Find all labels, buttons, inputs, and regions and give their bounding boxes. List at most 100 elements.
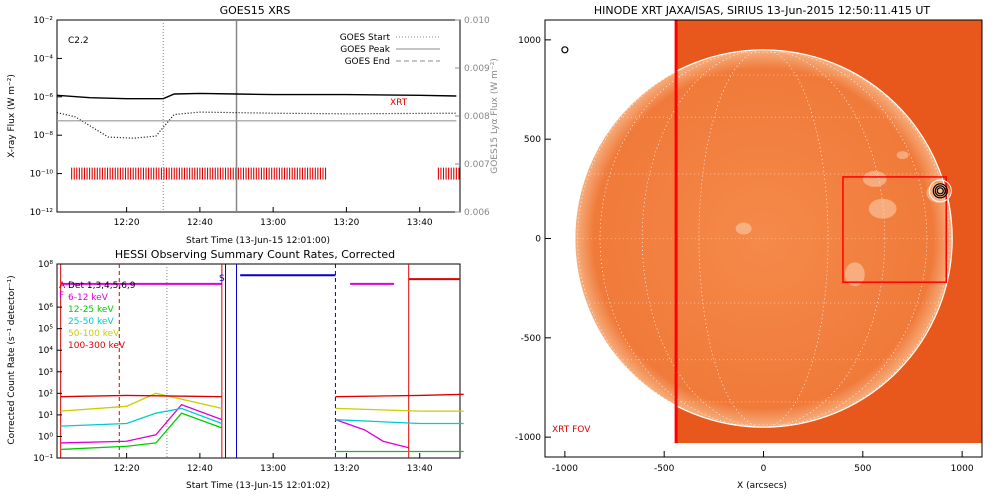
goes-xlabel: Start Time (13-Jun-15 12:01:00) [186, 236, 330, 246]
hessi-xtick-label: 13:00 [260, 464, 286, 474]
goes-ytick-label: 10⁻⁸ [33, 131, 53, 141]
xrt-fov-box [842, 176, 947, 283]
hessi-series [60, 392, 223, 412]
legend-goes-end: GOES End [345, 57, 390, 67]
goes-ytick-label: 10⁻² [33, 16, 53, 26]
hessi-series [335, 419, 464, 425]
flare-contour [934, 185, 946, 197]
hessi-ytick-label: 10⁴ [38, 346, 53, 356]
xrt-ytick-label: 1000 [518, 36, 541, 46]
goes-series-long [56, 92, 457, 100]
grid-meridian [599, 49, 928, 428]
grid-meridian [698, 49, 829, 428]
legend-25-50: 25-50 keV [68, 317, 114, 327]
hessi-series [60, 394, 222, 398]
hessi-plot-frame [56, 263, 461, 459]
goes-ytick-label: 10⁻⁶ [33, 93, 53, 103]
xrt-fov-label: XRT FOV [552, 425, 591, 435]
xrt-xtick-label: -1000 [552, 464, 578, 474]
hessi-series [335, 419, 409, 449]
goes-series-short [56, 111, 457, 139]
hessi-ylabel: Corrected Count Rate (s⁻¹ detector⁻¹) [7, 275, 17, 444]
goes-ytick-label: 10⁻¹⁰ [30, 170, 54, 180]
goes-xtick-label: 12:20 [114, 218, 140, 228]
flare-contour [932, 183, 948, 199]
legend-goes-peak: GOES Peak [340, 45, 390, 55]
goes-xtick-label: 13:40 [407, 218, 433, 228]
hessi-xticks: 12:20 12:40 13:00 13:20 13:40 [114, 453, 433, 474]
hessi-xtick-label: 12:20 [114, 464, 140, 474]
goes-yticks: 10⁻² 10⁻⁴ 10⁻⁶ 10⁻⁸ 10⁻¹⁰ 10⁻¹² [30, 16, 62, 218]
legend-6-12: 6-12 keV [68, 293, 109, 303]
hessi-yticks: 10⁸ 10⁶ 10⁵ 10⁴ 10³ 10² 10¹ 10⁰ 10⁻¹ [33, 260, 62, 464]
grid-meridian [641, 49, 886, 428]
goes-ylabel: X-ray Flux (W m⁻²) [7, 74, 17, 158]
hessi-series [60, 403, 223, 444]
hessi-flag-a: A [59, 281, 66, 291]
xrt-xtick-label: 1000 [951, 464, 974, 474]
hessi-ytick-label: 10¹ [38, 411, 53, 421]
xrt-yticks: 1000 500 0 -500 -1000 [515, 36, 551, 443]
hessi-ytick-label: 10⁻¹ [33, 454, 53, 464]
goes-panel: GOES15 XRS C2.2 XRT GOES Start GOES Peak… [7, 4, 500, 246]
hessi-title: HESSI Observing Summary Count Rates, Cor… [115, 248, 395, 261]
marker-circle [561, 46, 569, 54]
xrt-image [545, 20, 982, 457]
xrt-title: HINODE XRT JAXA/ISAS, SIRIUS 13-Jun-2015… [594, 4, 931, 17]
hessi-xtick-label: 12:40 [187, 464, 213, 474]
bright-region [844, 262, 865, 287]
goes-xtick-label: 12:40 [187, 218, 213, 228]
hessi-marks [60, 264, 464, 458]
hessi-flag-s: S [219, 274, 225, 284]
goes-yticks-right: 0.010 0.009 0.008 0.007 0.006 [455, 16, 490, 218]
xrt-ytick-label: -1000 [515, 433, 541, 443]
goes-ytick-label: 10⁻¹² [30, 208, 54, 218]
grid-meridian [577, 49, 950, 428]
goes-flare-class: C2.2 [68, 36, 89, 46]
hessi-xlabel: Start Time (13-Jun-15 12:01:02) [186, 481, 330, 491]
goes-ytick-right-label: 0.009 [464, 64, 490, 74]
hessi-panel: HESSI Observing Summary Count Rates, Cor… [7, 248, 464, 491]
goes-xrt-label: XRT [390, 98, 408, 108]
xrt-xtick-label: 0 [761, 464, 767, 474]
hessi-xtick-label: 13:20 [333, 464, 359, 474]
hessi-ytick-label: 10⁸ [38, 260, 53, 270]
hessi-series [335, 393, 464, 398]
goes-xtick-label: 13:20 [333, 218, 359, 228]
goes-ytick-right-label: 0.008 [464, 112, 490, 122]
goes-xtick-label: 13:00 [260, 218, 286, 228]
goes-marks [56, 20, 460, 212]
hessi-ytick-label: 10³ [38, 368, 53, 378]
legend-50-100: 50-100 keV [68, 329, 120, 339]
hessi-ytick-label: 10⁰ [38, 432, 53, 442]
xrt-ytick-label: -500 [521, 334, 542, 344]
hessi-legend: Det 1,3,4,5,6,9 6-12 keV 12-25 keV 25-50… [68, 281, 136, 351]
bright-region [862, 170, 887, 187]
xrt-xlabel: X (arcsecs) [737, 481, 787, 491]
hessi-series [60, 407, 223, 427]
hessi-series [335, 407, 464, 412]
hessi-ytick-label: 10² [38, 389, 53, 399]
bright-region [868, 198, 897, 219]
legend-det: Det 1,3,4,5,6,9 [68, 281, 136, 291]
goes-ylabel-right: GOES15 Lyα Flux (W m⁻²) [490, 58, 500, 174]
flare-contour [936, 187, 944, 195]
goes-legend: GOES Start GOES Peak GOES End [340, 33, 440, 67]
xrt-ytick-label: 500 [524, 135, 541, 145]
xrt-xtick-label: -500 [654, 464, 675, 474]
goes-title: GOES15 XRS [220, 4, 291, 17]
hessi-series [60, 412, 223, 451]
goes-ytick-label: 10⁻⁴ [33, 54, 53, 64]
flare-marker [928, 179, 952, 203]
xrt-xtick-label: 500 [854, 464, 871, 474]
hessi-flag-f: F [59, 291, 64, 301]
hessi-xtick-label: 13:40 [407, 464, 433, 474]
xrt-xticks: -1000 -500 0 500 1000 [552, 451, 974, 474]
bright-region [896, 151, 909, 160]
legend-goes-start: GOES Start [340, 33, 391, 43]
hessi-ytick-label: 10⁵ [38, 325, 53, 335]
legend-100-300: 100-300 keV [68, 341, 126, 351]
goes-ytick-right-label: 0.006 [464, 208, 490, 218]
heliographic-grid [574, 49, 953, 428]
